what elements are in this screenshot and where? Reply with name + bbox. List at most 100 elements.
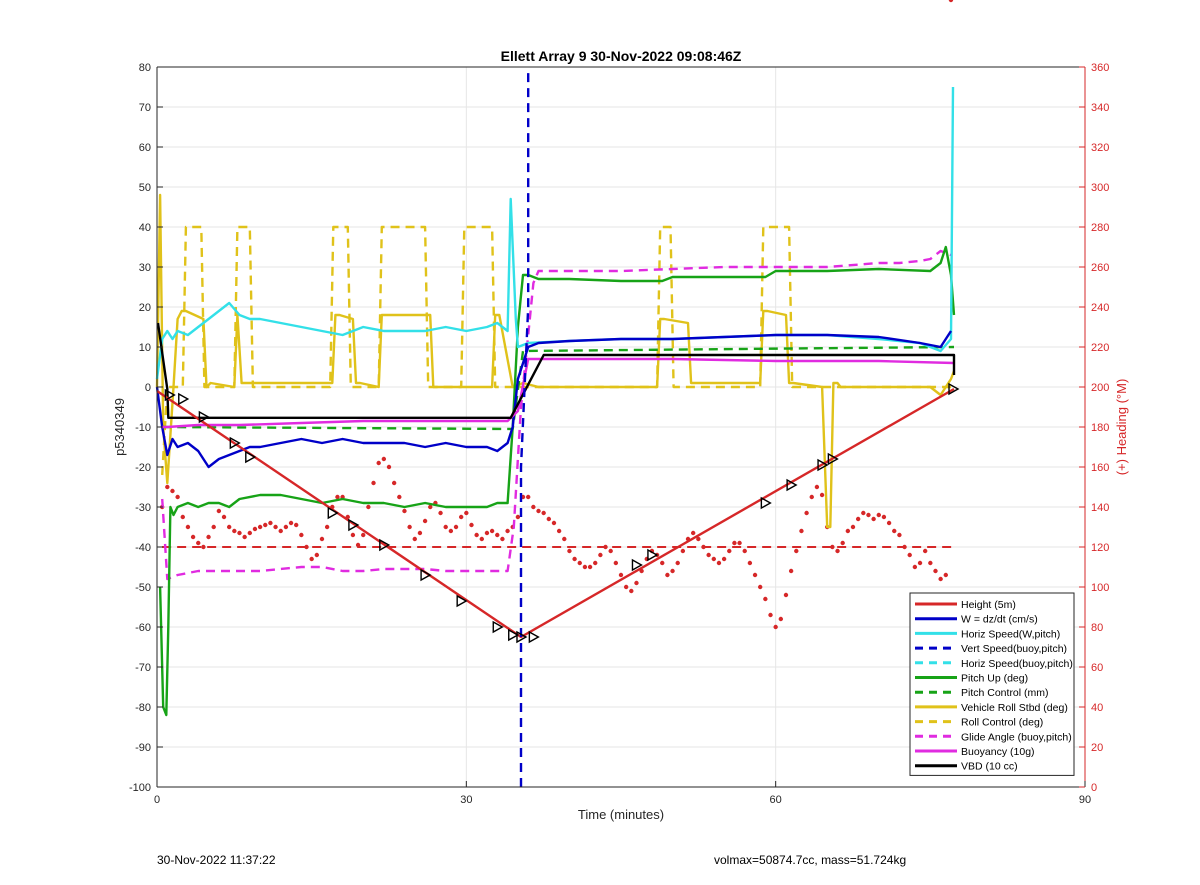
x-axis-label: Time (minutes) bbox=[578, 807, 664, 822]
heading-point bbox=[814, 484, 820, 490]
y-tick-label: -70 bbox=[135, 662, 151, 674]
legend-entry: VBD (10 cc) bbox=[961, 761, 1018, 773]
heading-point bbox=[180, 514, 185, 520]
y-tick-label: 0 bbox=[145, 382, 151, 394]
height-marker bbox=[348, 518, 360, 532]
heading-point bbox=[861, 510, 866, 516]
heading-point bbox=[727, 548, 732, 554]
y2-tick-label: 360 bbox=[1091, 62, 1109, 74]
heading-point bbox=[881, 514, 887, 520]
y2-tick-label: 320 bbox=[1091, 142, 1109, 154]
heading-point bbox=[845, 528, 851, 534]
heading-point bbox=[175, 494, 180, 500]
y-tick-label: -90 bbox=[135, 742, 151, 754]
heading-point bbox=[876, 512, 881, 518]
y2-tick-label: 20 bbox=[1091, 742, 1103, 754]
y-tick-label: -10 bbox=[135, 422, 151, 434]
legend-entry: Roll Control (deg) bbox=[961, 717, 1043, 729]
series-pitch-up-deg bbox=[158, 245, 956, 717]
legend-entry: Vert Speed(buoy,pitch) bbox=[961, 643, 1067, 655]
heading-point bbox=[273, 524, 278, 530]
heading-point bbox=[314, 552, 320, 558]
heading-point bbox=[871, 516, 876, 522]
series-vbd-10-cc bbox=[156, 322, 956, 419]
heading-point bbox=[531, 504, 536, 510]
heading-point bbox=[536, 508, 541, 514]
heading-point bbox=[474, 532, 479, 538]
heading-point bbox=[567, 548, 572, 554]
y2-tick-label: 100 bbox=[1091, 582, 1109, 594]
heading-point bbox=[778, 616, 784, 622]
heading-point bbox=[773, 624, 778, 630]
x-tick-label: 90 bbox=[1079, 794, 1091, 806]
heading-point bbox=[526, 494, 531, 500]
heading-point bbox=[237, 530, 242, 536]
heading-point bbox=[551, 520, 557, 526]
heading-point bbox=[500, 536, 505, 542]
heading-point bbox=[886, 520, 892, 526]
heading-point bbox=[299, 532, 304, 538]
heading-point bbox=[263, 522, 268, 528]
height-marker bbox=[647, 548, 659, 562]
heading-point bbox=[350, 532, 356, 538]
height-marker bbox=[198, 410, 210, 424]
heading-point bbox=[391, 480, 397, 486]
heading-point bbox=[732, 540, 737, 546]
heading-point bbox=[371, 480, 376, 486]
y2-tick-label: 0 bbox=[1091, 782, 1097, 794]
height-marker bbox=[508, 628, 520, 642]
heading-point bbox=[206, 534, 211, 540]
legend-box bbox=[909, 592, 1075, 776]
heading-point bbox=[737, 540, 742, 546]
heading-point bbox=[304, 544, 309, 550]
footer-timestamp: 30-Nov-2022 11:37:22 bbox=[157, 853, 276, 867]
heading-point bbox=[165, 484, 170, 490]
heading-point bbox=[479, 536, 484, 542]
heading-point bbox=[938, 576, 943, 582]
heading-point bbox=[541, 510, 546, 516]
x-tick-label: 0 bbox=[154, 794, 160, 806]
heading-point bbox=[799, 528, 804, 534]
heading-point bbox=[892, 528, 897, 534]
y2-tick-label: 80 bbox=[1091, 622, 1103, 634]
heading-point bbox=[902, 544, 907, 550]
series-vert-speed-buoy-pitch bbox=[519, 67, 530, 787]
heading-point bbox=[366, 504, 371, 510]
heading-point bbox=[572, 556, 577, 562]
heading-point bbox=[268, 520, 273, 526]
heading-point bbox=[211, 524, 216, 530]
y-tick-label: 20 bbox=[139, 302, 151, 314]
heading-point bbox=[226, 524, 232, 530]
y-tick-label: 70 bbox=[139, 102, 151, 114]
heading-point bbox=[252, 526, 258, 532]
x-tick-label: 60 bbox=[770, 794, 782, 806]
y2-tick-label: 300 bbox=[1091, 182, 1109, 194]
heading-point bbox=[933, 568, 938, 574]
y-tick-label: 30 bbox=[139, 262, 151, 274]
axes: 0 30 60 90-100-90-80-70-60-50-40-30-20-1001… bbox=[129, 62, 1109, 806]
heading-point bbox=[855, 516, 861, 522]
height-marker bbox=[229, 436, 241, 450]
heading-point bbox=[768, 612, 773, 618]
heading-point bbox=[690, 530, 696, 536]
heading-point bbox=[917, 560, 923, 566]
heading-point bbox=[458, 514, 464, 520]
heading-point bbox=[897, 532, 902, 538]
height-marker bbox=[631, 558, 643, 572]
heading-point bbox=[912, 564, 918, 570]
heading-point bbox=[665, 572, 670, 578]
heading-point bbox=[598, 552, 603, 558]
height-marker bbox=[760, 496, 772, 510]
heading-point bbox=[278, 528, 283, 534]
heading-point bbox=[335, 494, 340, 500]
heading-point bbox=[680, 548, 686, 554]
heading-point bbox=[324, 524, 330, 530]
heading-point bbox=[453, 524, 459, 530]
height-marker bbox=[164, 388, 176, 402]
heading-point bbox=[701, 544, 706, 550]
height-marker bbox=[516, 630, 528, 644]
heading-point bbox=[376, 460, 381, 466]
y2-axis-label: (+) Heading (°M) bbox=[1114, 379, 1129, 476]
heading-point bbox=[840, 540, 845, 546]
heading-point bbox=[752, 572, 758, 578]
